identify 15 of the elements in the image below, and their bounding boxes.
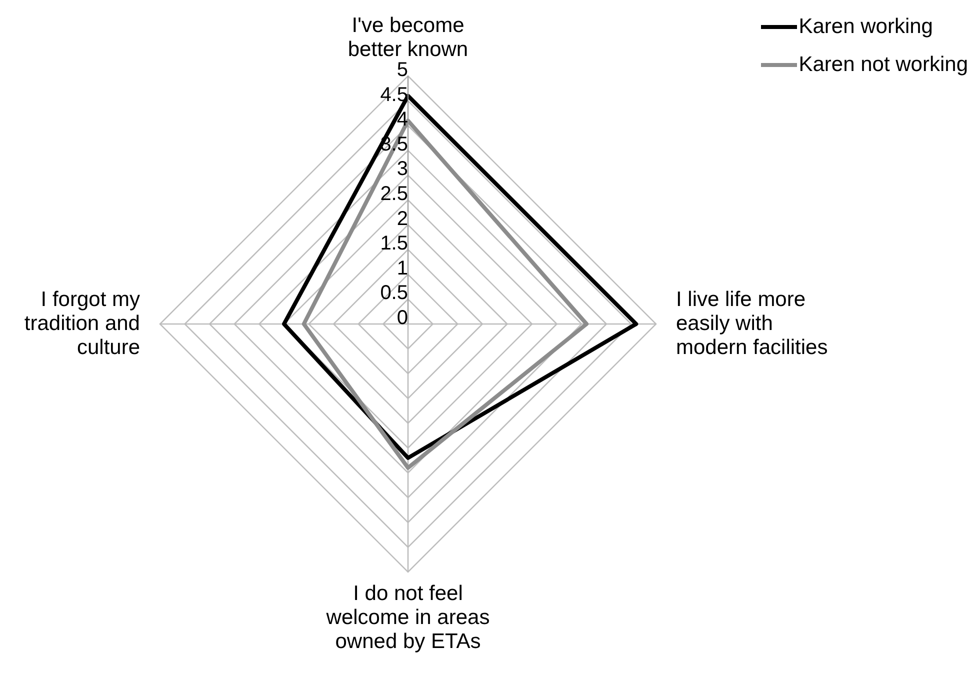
y-tick-label: 5 <box>396 59 408 81</box>
y-tick-label: 4 <box>396 108 408 131</box>
y-tick-label: 3 <box>396 158 408 180</box>
y-tick-label: 0.5 <box>380 282 408 304</box>
legend-label: Karen working <box>798 14 933 40</box>
y-tick-label: 1 <box>396 257 408 280</box>
spoke-label: I forgot my tradition and culture <box>24 288 140 359</box>
spoke-label: I live life more easily with modern facilities <box>676 288 828 359</box>
y-tick-label: 2 <box>396 208 408 230</box>
y-tick-label: 0 <box>396 307 408 329</box>
spoke-label: I do not feel welcome in areas owned by ETAs <box>325 582 490 653</box>
y-tick-label: 2.5 <box>380 183 408 205</box>
spoke-label: I've become better known <box>348 14 468 61</box>
legend-label: Karen not working <box>798 52 968 78</box>
y-tick-label: 1.5 <box>380 232 408 255</box>
